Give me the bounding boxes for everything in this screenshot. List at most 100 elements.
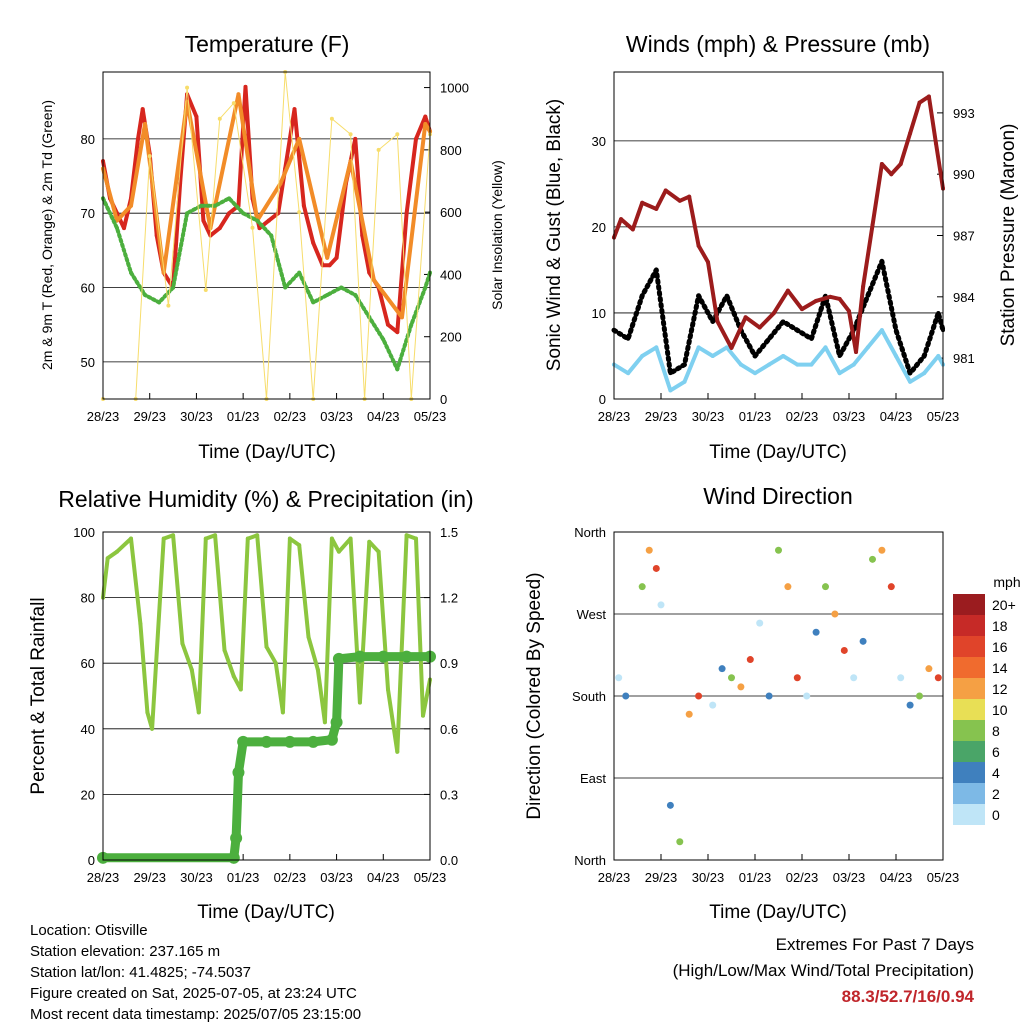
data-point bbox=[413, 536, 418, 541]
data-point bbox=[145, 710, 150, 715]
direction-point bbox=[887, 583, 895, 591]
data-point bbox=[399, 315, 404, 320]
data-point bbox=[668, 388, 673, 393]
direction-point bbox=[925, 665, 933, 673]
data-point bbox=[800, 307, 804, 312]
legend-label: 18 bbox=[992, 618, 1008, 634]
data-point bbox=[640, 293, 645, 298]
data-point bbox=[663, 188, 668, 193]
x-tick-label: 05/23 bbox=[414, 409, 447, 424]
data-point bbox=[129, 203, 134, 208]
data-point bbox=[413, 136, 418, 141]
x-tick-label: 03/23 bbox=[320, 409, 353, 424]
winds-ylabel: Sonic Wind & Gust (Blue, Black) bbox=[544, 99, 565, 371]
data-point bbox=[150, 726, 155, 731]
data-point bbox=[385, 687, 390, 692]
direction-point bbox=[615, 674, 623, 682]
data-point bbox=[245, 536, 250, 541]
data-point bbox=[771, 311, 776, 316]
legend-label: 10 bbox=[992, 702, 1008, 718]
data-point bbox=[837, 371, 842, 376]
data-point bbox=[227, 196, 232, 201]
data-point bbox=[687, 194, 692, 199]
direction-point bbox=[685, 710, 693, 718]
data-point bbox=[626, 336, 631, 341]
y2-tick-label: 600 bbox=[440, 205, 462, 220]
station-elevation: Station elevation: 237.165 m bbox=[30, 943, 221, 960]
data-point bbox=[706, 260, 710, 265]
data-point bbox=[129, 536, 134, 541]
data-point bbox=[136, 136, 141, 141]
data-point bbox=[696, 345, 701, 350]
data-point bbox=[266, 218, 271, 223]
wind-direction-xlabel: Time (Day/UTC) bbox=[709, 902, 847, 923]
station-latlon: Station lat/lon: 41.4825; -74.5037 bbox=[30, 964, 252, 981]
data-point bbox=[311, 300, 316, 305]
direction-point bbox=[850, 674, 858, 682]
series-line bbox=[611, 258, 946, 376]
direction-point bbox=[622, 692, 630, 700]
data-point bbox=[232, 766, 245, 779]
x-tick-label: 02/23 bbox=[274, 870, 307, 885]
data-point bbox=[889, 172, 894, 177]
direction-point bbox=[916, 692, 923, 700]
humidity-xlabel: Time (Day/UTC) bbox=[197, 902, 335, 923]
x-tick-label: 05/23 bbox=[927, 870, 960, 885]
speed-legend-title: mph bbox=[993, 574, 1020, 590]
data-point bbox=[348, 132, 353, 137]
data-point bbox=[231, 674, 236, 679]
data-point bbox=[301, 203, 306, 208]
data-point bbox=[199, 203, 204, 208]
data-point bbox=[280, 710, 285, 715]
direction-point bbox=[840, 646, 848, 654]
data-point bbox=[140, 107, 145, 112]
y-tick-label: 10 bbox=[592, 306, 606, 321]
data-point bbox=[423, 285, 428, 290]
legend-label: 2 bbox=[992, 786, 1000, 802]
data-point bbox=[724, 345, 729, 350]
data-point bbox=[682, 362, 687, 367]
direction-point bbox=[695, 692, 703, 700]
data-point bbox=[115, 549, 120, 554]
data-point bbox=[861, 284, 866, 289]
data-point bbox=[201, 218, 206, 223]
extremes-subheading: (High/Low/Max Wind/Total Precipitation) bbox=[672, 961, 974, 980]
data-point bbox=[255, 218, 260, 223]
data-point bbox=[933, 141, 938, 146]
y2-tick-label: 800 bbox=[440, 143, 462, 158]
data-point bbox=[189, 667, 194, 672]
data-point bbox=[264, 644, 269, 649]
direction-point bbox=[652, 564, 660, 572]
y-tick-label: North bbox=[574, 525, 606, 540]
data-point bbox=[283, 735, 296, 748]
winds-pressure-panel: Winds (mph) & Pressure (mb) Time (Day/UT… bbox=[544, 31, 1019, 463]
data-point bbox=[837, 353, 842, 358]
legend-swatch bbox=[953, 636, 985, 657]
data-point bbox=[640, 200, 645, 205]
x-tick-label: 05/23 bbox=[414, 870, 447, 885]
data-point bbox=[654, 345, 659, 350]
legend-label: 4 bbox=[992, 765, 1000, 781]
series-line bbox=[612, 328, 945, 393]
data-point bbox=[908, 371, 913, 376]
data-point bbox=[908, 379, 913, 384]
data-point bbox=[327, 263, 332, 268]
data-point bbox=[710, 353, 715, 358]
data-point bbox=[757, 325, 762, 330]
station-info: Location: Otisville Station elevation: 2… bbox=[30, 920, 361, 1025]
extremes-heading: Extremes For Past 7 Days bbox=[775, 935, 974, 954]
winds-title: Winds (mph) & Pressure (mb) bbox=[626, 31, 930, 57]
data-point bbox=[329, 116, 334, 121]
data-point bbox=[404, 211, 409, 216]
y2-tick-label: 990 bbox=[953, 167, 975, 182]
y-tick-label: 20 bbox=[592, 220, 606, 235]
y-tick-label: 0 bbox=[88, 853, 95, 868]
direction-point bbox=[728, 674, 735, 682]
data-point bbox=[668, 371, 673, 376]
humidity-title: Relative Humidity (%) & Precipitation (i… bbox=[58, 486, 473, 512]
data-point bbox=[395, 367, 400, 372]
data-point bbox=[781, 353, 786, 358]
data-point bbox=[203, 536, 208, 541]
y2-tick-label: 400 bbox=[440, 267, 462, 282]
data-point bbox=[423, 114, 428, 119]
